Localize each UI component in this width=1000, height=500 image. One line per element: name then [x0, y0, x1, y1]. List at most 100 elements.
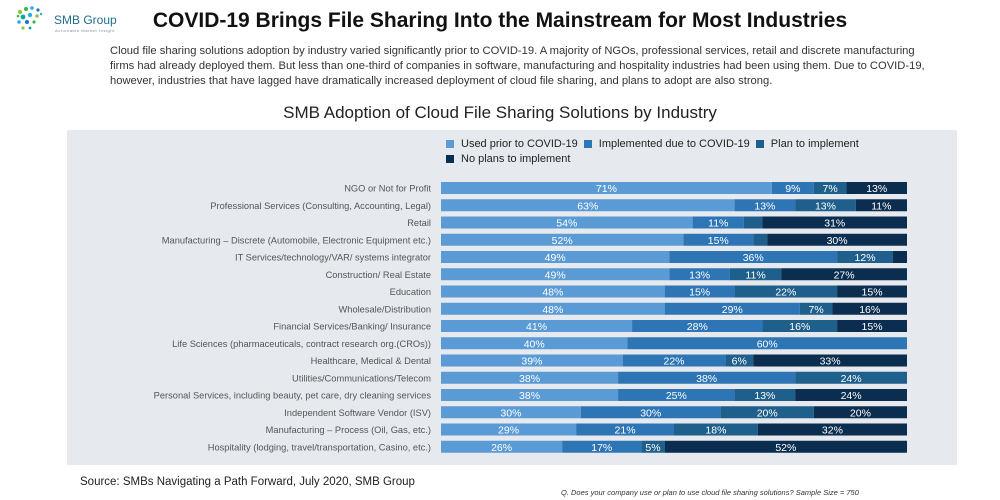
legend-item-no-plans: No plans to implement: [446, 153, 570, 165]
data-label-implemented-due-to-covid-19-12: 38%: [696, 373, 717, 385]
data-label-used-prior-to-covid-19-6: 49%: [545, 269, 566, 281]
data-label-used-prior-to-covid-19-15: 29%: [498, 425, 519, 437]
data-label-implemented-due-to-covid-19-1: 9%: [785, 183, 800, 195]
bar-no-plans-to-implement-14: [813, 406, 907, 419]
bar-used-prior-to-covid-19-7: [441, 285, 665, 298]
bar-used-prior-to-covid-19-10: [441, 337, 628, 350]
data-label-no-plans-to-implement-8: 16%: [859, 304, 880, 316]
data-label-implemented-due-to-covid-19-11: 22%: [663, 356, 684, 368]
survey-footnote: Q. Does your company use or plan to use …: [561, 488, 859, 497]
data-label-plan-to-implement-9: 16%: [789, 321, 810, 333]
data-label-implemented-due-to-covid-19-3: 11%: [708, 218, 728, 230]
bar-implemented-due-to-covid-19-2: [734, 199, 796, 212]
data-label-plan-to-implement-6: 11%: [745, 269, 765, 281]
data-label-used-prior-to-covid-19-8: 48%: [542, 304, 563, 316]
bar-no-plans-to-implement-16: [664, 440, 907, 453]
legend-item-plan: Plan to implement: [755, 137, 859, 150]
data-label-plan-to-implement-2: 13%: [815, 200, 836, 212]
bar-used-prior-to-covid-19-15: [441, 423, 577, 436]
category-label-14: Independent Software Vendor (ISV): [284, 408, 431, 418]
legend-label-plan: Plan to implement: [770, 137, 859, 150]
category-label-7: Education: [390, 287, 431, 297]
bar-no-plans-to-implement-6: [781, 268, 907, 281]
bar-implemented-due-to-covid-19-13: [618, 389, 735, 401]
bar-implemented-due-to-covid-19-11: [622, 354, 726, 367]
bar-no-plans-to-implement-2: [855, 199, 907, 212]
category-label-9: Financial Services/Banking/ Insurance: [273, 322, 431, 332]
data-label-used-prior-to-covid-19-10: 40%: [524, 338, 545, 350]
bar-no-plans-to-implement-11: [753, 354, 907, 367]
bar-implemented-due-to-covid-19-6: [669, 268, 730, 281]
data-label-used-prior-to-covid-19-9: 41%: [526, 321, 547, 333]
bar-implemented-due-to-covid-19-16: [562, 440, 642, 453]
category-label-4: Manufacturing – Discrete (Automobile, El…: [162, 235, 431, 245]
data-label-no-plans-to-implement-11: 33%: [820, 356, 841, 368]
data-label-implemented-due-to-covid-19-13: 25%: [666, 390, 687, 402]
data-label-used-prior-to-covid-19-3: 54%: [556, 218, 577, 230]
data-label-plan-to-implement-1: 7%: [823, 183, 838, 195]
data-label-no-plans-to-implement-1: 13%: [866, 183, 887, 195]
category-label-16: Hospitality (lodging, travel/transportat…: [208, 442, 431, 452]
bar-used-prior-to-covid-19-1: [441, 182, 772, 194]
bar-plan-to-implement-1: [813, 182, 847, 194]
legend-label-used-prior: Used prior to COVID-19: [461, 137, 578, 150]
legend-label-implemented-due: Implemented due to COVID-19: [598, 137, 750, 150]
data-label-used-prior-to-covid-19-11: 39%: [521, 356, 542, 368]
data-label-plan-to-implement-14: 20%: [757, 407, 778, 419]
bar-no-plans-to-implement-4: [767, 233, 907, 246]
category-label-10: Life Sciences (pharmaceuticals, contract…: [172, 339, 431, 349]
data-label-plan-to-implement-13: 13%: [754, 390, 775, 402]
bar-no-plans-to-implement-1: [846, 182, 907, 194]
data-label-plan-to-implement-11: 6%: [732, 356, 747, 368]
bar-no-plans-to-implement-3: [762, 216, 907, 229]
bar-used-prior-to-covid-19-8: [441, 302, 665, 315]
data-label-implemented-due-to-covid-19-9: 28%: [687, 321, 708, 333]
category-label-6: Construction/ Real Estate: [326, 270, 431, 280]
data-label-no-plans-to-implement-6: 27%: [834, 269, 855, 281]
bar-used-prior-to-covid-19-5: [441, 251, 670, 263]
bar-used-prior-to-covid-19-6: [441, 268, 670, 281]
data-label-no-plans-to-implement-2: 11%: [871, 200, 891, 212]
bar-plan-to-implement-16: [641, 440, 665, 453]
category-label-2: Professional Services (Consulting, Accou…: [210, 201, 431, 211]
category-label-11: Healthcare, Medical & Dental: [311, 356, 431, 366]
category-label-8: Wholesale/Distribution: [339, 304, 432, 314]
data-label-used-prior-to-covid-19-1: 71%: [596, 183, 617, 195]
data-label-implemented-due-to-covid-19-7: 15%: [689, 287, 710, 299]
category-label-12: Utilities/Communications/Telecom: [292, 373, 431, 383]
data-label-plan-to-implement-7: 22%: [775, 287, 796, 299]
bar-implemented-due-to-covid-19-10: [627, 337, 907, 350]
bar-no-plans-to-implement-8: [832, 302, 907, 315]
category-label-13: Personal Services, including beauty, pet…: [154, 391, 432, 401]
data-label-implemented-due-to-covid-19-15: 21%: [615, 425, 636, 437]
bar-used-prior-to-covid-19-11: [441, 354, 623, 367]
data-label-implemented-due-to-covid-19-2: 13%: [754, 200, 775, 212]
data-label-implemented-due-to-covid-19-16: 17%: [591, 442, 612, 454]
data-label-no-plans-to-implement-14: 20%: [850, 407, 871, 419]
legend-label-no-plans: No plans to implement: [461, 152, 571, 165]
bar-plan-to-implement-11: [725, 354, 754, 367]
data-label-used-prior-to-covid-19-13: 38%: [519, 390, 540, 402]
legend-item-implemented-due: Implemented due to COVID-19: [583, 137, 750, 150]
bar-implemented-due-to-covid-19-15: [576, 423, 674, 436]
data-label-plan-to-implement-8: 7%: [809, 304, 824, 316]
data-label-used-prior-to-covid-19-16: 26%: [491, 442, 512, 454]
legend-row-2: No plans to implement: [446, 151, 926, 166]
bar-implemented-due-to-covid-19-8: [664, 302, 800, 315]
data-label-implemented-due-to-covid-19-14: 30%: [640, 407, 661, 419]
smb-group-logo: SMB Group Actionable Market Insight: [14, 4, 134, 36]
data-label-implemented-due-to-covid-19-4: 15%: [708, 235, 729, 247]
legend-item-used-prior: Used prior to COVID-19: [446, 138, 578, 150]
bar-plan-to-implement-9: [762, 320, 838, 332]
data-label-no-plans-to-implement-7: 15%: [862, 287, 883, 299]
data-label-plan-to-implement-16: 5%: [645, 442, 660, 454]
legend-row-1: Used prior to COVID-19 Implemented due t…: [446, 136, 926, 151]
category-label-1: NGO or Not for Profit: [344, 184, 431, 194]
data-label-used-prior-to-covid-19-12: 38%: [519, 373, 540, 385]
data-label-no-plans-to-implement-3: 31%: [824, 218, 845, 230]
bar-plan-to-implement-12: [795, 371, 907, 384]
data-label-no-plans-to-implement-9: 15%: [862, 321, 883, 333]
data-label-no-plans-to-implement-16: 52%: [775, 442, 796, 454]
bar-implemented-due-to-covid-19-12: [618, 371, 796, 384]
